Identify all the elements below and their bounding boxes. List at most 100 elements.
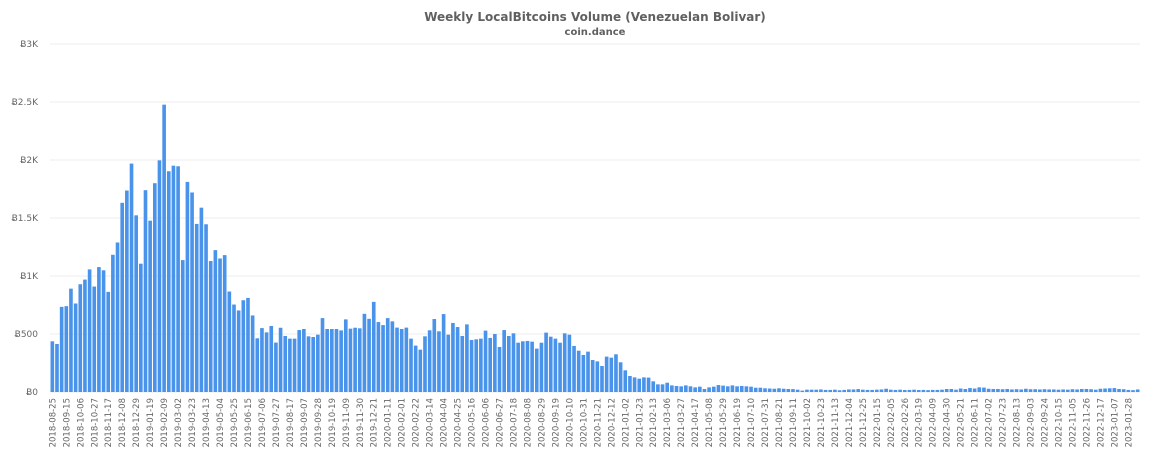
bar[interactable] [823, 389, 828, 392]
bar[interactable] [730, 385, 735, 392]
bar[interactable] [371, 301, 376, 392]
bar[interactable] [870, 389, 874, 392]
bar[interactable] [702, 388, 707, 392]
bar[interactable] [902, 390, 907, 392]
bar[interactable] [520, 341, 525, 392]
bar[interactable] [92, 286, 97, 392]
bar[interactable] [353, 327, 357, 392]
bar[interactable] [1042, 389, 1047, 392]
bar[interactable] [884, 388, 888, 392]
bar[interactable] [572, 345, 576, 392]
bar[interactable] [879, 389, 884, 392]
bar[interactable] [409, 338, 413, 392]
bar[interactable] [1075, 389, 1079, 392]
bar[interactable] [660, 384, 665, 392]
bar[interactable] [534, 348, 539, 392]
bar[interactable] [1089, 389, 1093, 392]
bar[interactable] [1093, 389, 1098, 392]
bar[interactable] [125, 190, 129, 392]
bar[interactable] [725, 386, 730, 392]
bar[interactable] [367, 318, 371, 392]
bar[interactable] [97, 267, 101, 392]
bar[interactable] [781, 388, 786, 392]
bar[interactable] [926, 390, 930, 392]
bar[interactable] [628, 375, 632, 392]
bar[interactable] [1135, 389, 1140, 392]
bar[interactable] [935, 389, 940, 392]
bar[interactable] [493, 334, 497, 392]
bar[interactable] [441, 314, 446, 392]
bar[interactable] [87, 269, 92, 392]
bar[interactable] [716, 385, 721, 392]
bar[interactable] [874, 389, 879, 392]
bar[interactable] [474, 339, 479, 392]
bar[interactable] [483, 330, 488, 392]
bar[interactable] [148, 220, 152, 392]
bar[interactable] [777, 388, 781, 392]
bar[interactable] [292, 338, 297, 392]
bar[interactable] [185, 181, 190, 392]
bar[interactable] [1024, 388, 1028, 392]
bar[interactable] [381, 325, 385, 392]
bar[interactable] [190, 192, 194, 392]
bar[interactable] [795, 389, 800, 392]
bar[interactable] [325, 329, 329, 392]
bar[interactable] [767, 388, 772, 392]
bar[interactable] [604, 356, 609, 392]
bar[interactable] [828, 389, 833, 392]
bar[interactable] [1038, 389, 1042, 392]
bar[interactable] [376, 322, 381, 392]
bar[interactable] [921, 389, 926, 392]
bar[interactable] [735, 386, 739, 392]
bar[interactable] [1033, 389, 1038, 392]
bar[interactable] [1028, 389, 1033, 392]
bar[interactable] [55, 343, 59, 392]
bar[interactable] [642, 377, 646, 392]
bar[interactable] [907, 389, 912, 392]
bar[interactable] [69, 288, 73, 392]
bar[interactable] [916, 390, 921, 392]
bar[interactable] [222, 255, 227, 392]
bar[interactable] [297, 330, 302, 392]
bar[interactable] [972, 388, 977, 392]
bar[interactable] [772, 388, 777, 392]
bar[interactable] [106, 291, 111, 392]
bar[interactable] [176, 166, 180, 392]
bar[interactable] [1014, 389, 1019, 392]
bar[interactable] [260, 328, 264, 392]
bar[interactable] [232, 304, 236, 392]
bar[interactable] [250, 315, 255, 392]
bar[interactable] [59, 306, 64, 392]
bar[interactable] [399, 329, 404, 392]
bar[interactable] [120, 202, 125, 392]
bar[interactable] [558, 342, 562, 392]
bar[interactable] [856, 389, 861, 392]
bar[interactable] [334, 329, 339, 392]
bar[interactable] [255, 338, 260, 392]
bar[interactable] [609, 357, 614, 392]
bar[interactable] [544, 332, 548, 392]
bar[interactable] [618, 362, 623, 392]
bar[interactable] [134, 215, 138, 392]
bar[interactable] [758, 387, 763, 392]
bar[interactable] [390, 321, 395, 392]
bar[interactable] [1010, 389, 1014, 392]
bar[interactable] [861, 389, 865, 392]
bar[interactable] [73, 303, 78, 392]
bar[interactable] [833, 389, 837, 392]
bar[interactable] [548, 336, 553, 392]
bar[interactable] [241, 300, 246, 392]
bar[interactable] [847, 389, 851, 392]
bar[interactable] [749, 386, 753, 392]
bar[interactable] [479, 338, 483, 392]
bar[interactable] [306, 336, 311, 392]
bar[interactable] [1000, 389, 1005, 392]
bar[interactable] [800, 390, 805, 392]
bar[interactable] [581, 354, 586, 392]
bar[interactable] [143, 190, 148, 392]
bar[interactable] [339, 330, 343, 392]
bar[interactable] [888, 389, 893, 392]
bar[interactable] [213, 250, 218, 392]
bar[interactable] [753, 387, 758, 392]
bar[interactable] [1107, 388, 1112, 392]
